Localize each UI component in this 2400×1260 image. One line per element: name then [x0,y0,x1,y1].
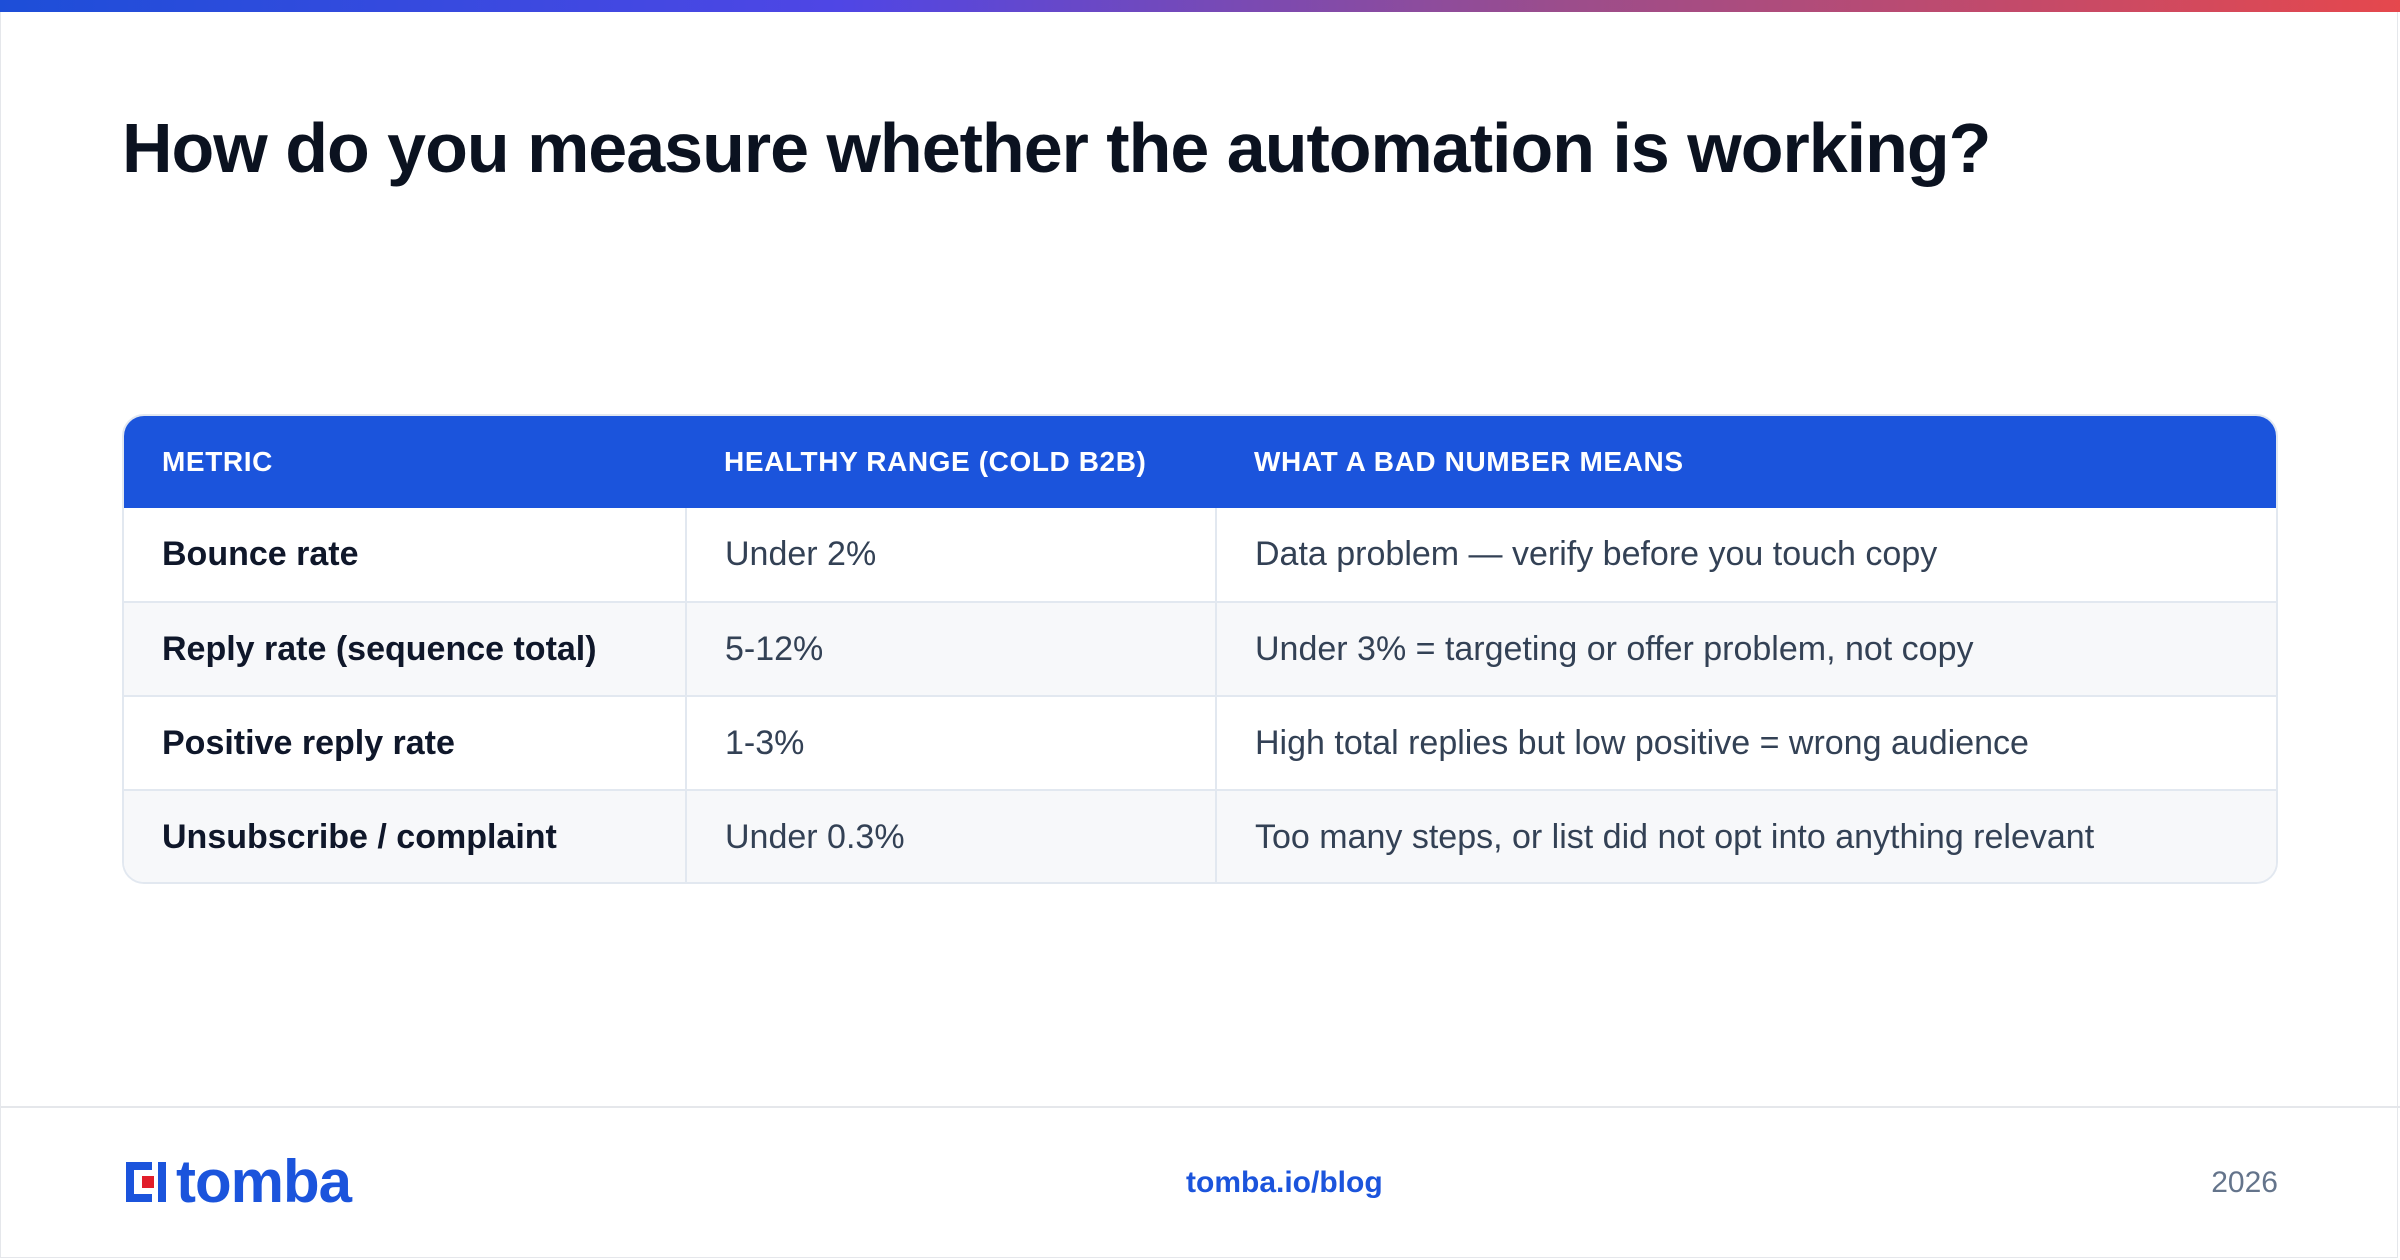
table-row: Reply rate (sequence total) 5-12% Under … [124,601,2276,696]
table-header-row: METRIC HEALTHY RANGE (COLD B2B) WHAT A B… [124,416,2276,508]
meaning-cell: High total replies but low positive = wr… [1215,695,2276,790]
blog-link[interactable]: tomba.io/blog [1186,1166,1383,1199]
footer-divider [0,1106,2400,1108]
range-cell: 5-12% [685,601,1216,696]
range-cell: 1-3% [685,695,1216,790]
range-cell: Under 2% [685,508,1216,602]
meaning-cell: Too many steps, or list did not opt into… [1215,789,2276,882]
metrics-table-grid: METRIC HEALTHY RANGE (COLD B2B) WHAT A B… [124,416,2276,882]
header-healthy-range: HEALTHY RANGE (COLD B2B) [686,416,1216,508]
header-bad-number-meaning: WHAT A BAD NUMBER MEANS [1216,416,2276,508]
metric-cell: Positive reply rate [124,695,686,790]
range-cell: Under 0.3% [685,789,1216,882]
tomba-logo[interactable]: tomba [122,1148,352,1215]
table-body: Bounce rate Under 2% Data problem — veri… [124,508,2276,882]
header-metric: METRIC [124,416,686,508]
meaning-cell: Under 3% = targeting or offer problem, n… [1215,601,2276,696]
metrics-table: METRIC HEALTHY RANGE (COLD B2B) WHAT A B… [122,414,2278,884]
tomba-logo-icon [122,1158,170,1206]
metric-cell: Bounce rate [162,535,359,573]
gradient-accent-bar [0,0,2400,12]
table-row: Unsubscribe / complaint Under 0.3% Too m… [124,789,2276,882]
footer-year: 2026 [2211,1166,2278,1199]
table-row: Bounce rate Under 2% Data problem — veri… [124,508,2276,602]
table-header: METRIC HEALTHY RANGE (COLD B2B) WHAT A B… [124,416,2276,508]
page-title: How do you measure whether the automatio… [122,109,1991,187]
meaning-cell: Data problem — verify before you touch c… [1215,508,2276,602]
metric-cell: Reply rate (sequence total) [124,601,686,696]
table-row: Positive reply rate 1-3% High total repl… [124,695,2276,790]
metric-cell: Unsubscribe / complaint [124,789,686,882]
logo-wordmark: tomba [176,1148,352,1215]
